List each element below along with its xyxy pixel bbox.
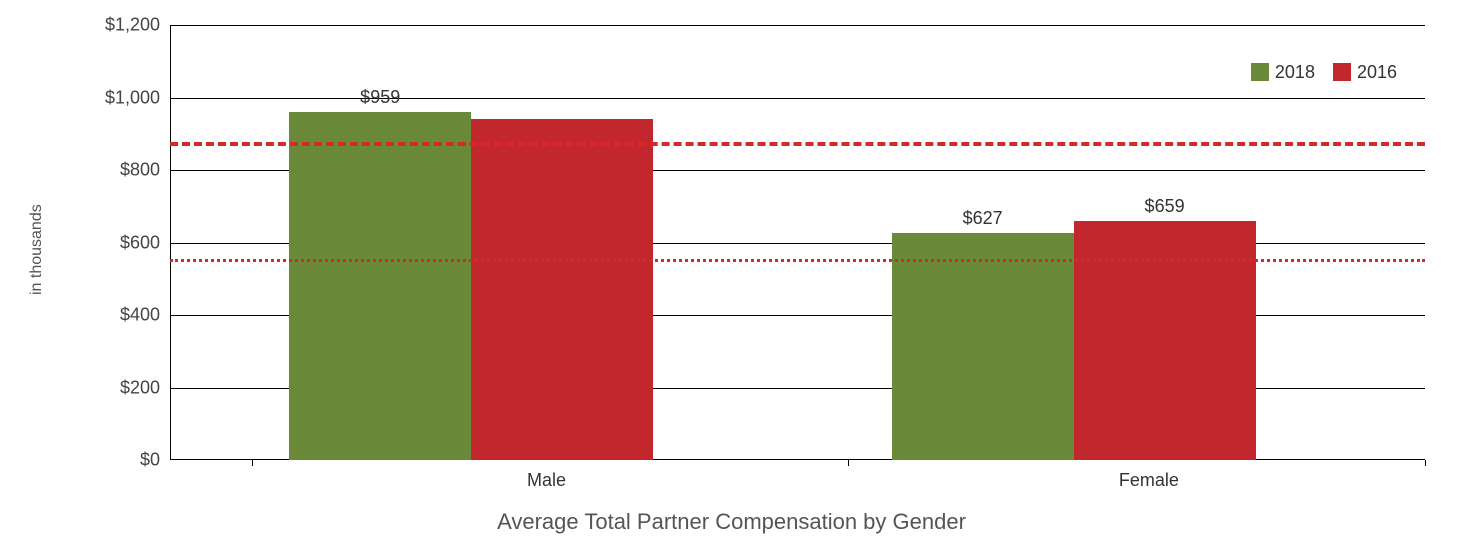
bar [471, 119, 653, 460]
y-tick-label: $800 [120, 160, 160, 181]
y-tick-label: $1,000 [105, 87, 160, 108]
y-tick-label: $400 [120, 305, 160, 326]
x-tick [1425, 460, 1426, 466]
y-tick-label: $600 [120, 232, 160, 253]
bar [892, 233, 1074, 460]
x-tick [252, 460, 253, 466]
legend-item: 2018 [1251, 62, 1315, 83]
legend-label: 2016 [1357, 62, 1397, 83]
gridline [170, 25, 1425, 26]
x-category-label: Male [527, 470, 566, 491]
bar-value-label: $659 [1145, 196, 1185, 217]
dashed-reference-line [170, 142, 1425, 146]
y-tick-label: $200 [120, 377, 160, 398]
bar-value-label: $627 [963, 208, 1003, 229]
bar-value-label: $959 [360, 87, 400, 108]
y-tick-label: $0 [140, 450, 160, 471]
bar [289, 112, 471, 460]
legend-swatch [1333, 63, 1351, 81]
legend-item: 2016 [1333, 62, 1397, 83]
plot-area: 20182016 $0$200$400$600$800$1,000$1,200M… [170, 25, 1425, 460]
bar [1074, 221, 1256, 460]
y-axis-title: in thousands [28, 204, 46, 295]
legend-label: 2018 [1275, 62, 1315, 83]
compensation-by-gender-chart: in thousands 2018 2016 $0 $200 $400 $600 $800… [0, 0, 1463, 547]
y-tick-label: $1,200 [105, 15, 160, 36]
chart-title: Average Total Partner Compensation by Ge… [0, 509, 1463, 535]
legend: 2018 2016 [1251, 62, 1397, 83]
x-tick [848, 460, 849, 466]
legend-swatch [1251, 63, 1269, 81]
x-category-label: Female [1119, 470, 1179, 491]
gridline [170, 98, 1425, 99]
dotted-reference-line [170, 259, 1425, 262]
